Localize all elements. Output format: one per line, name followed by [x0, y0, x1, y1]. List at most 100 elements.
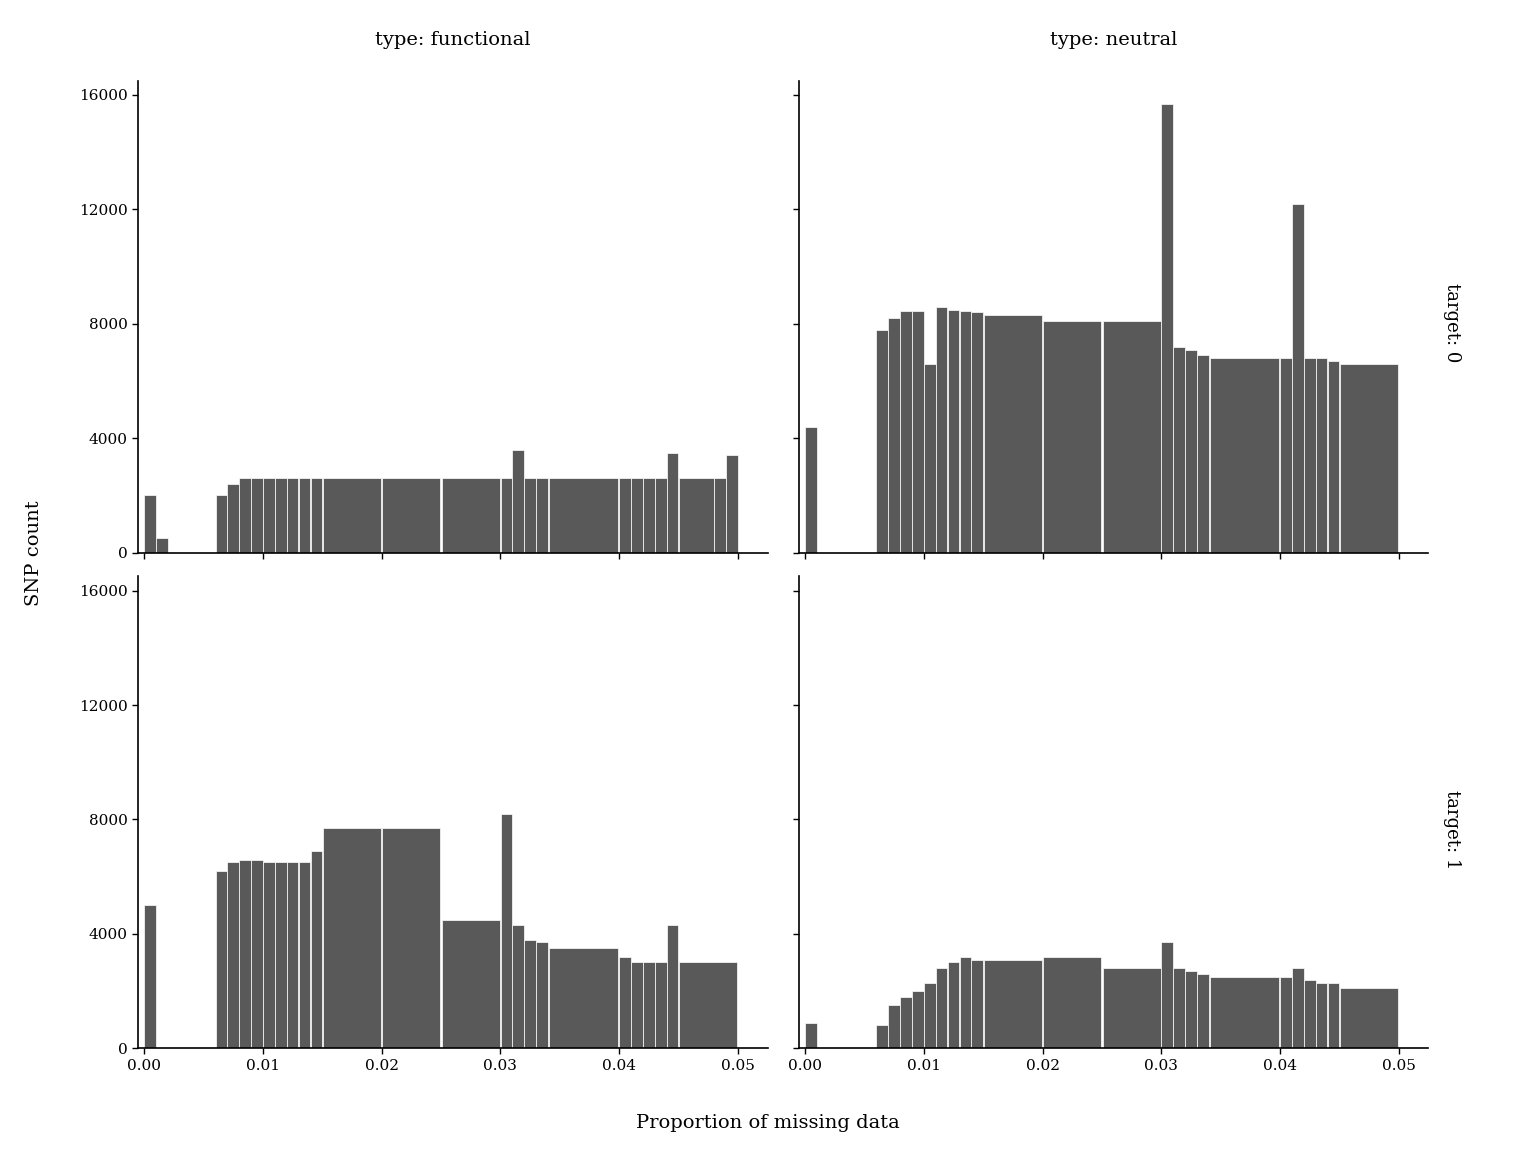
Bar: [298, 863, 310, 1048]
Bar: [548, 478, 619, 553]
Text: type: neutral: type: neutral: [1051, 31, 1177, 50]
Bar: [935, 968, 948, 1048]
Bar: [948, 310, 960, 553]
Bar: [548, 948, 619, 1048]
Bar: [287, 863, 298, 1048]
Text: type: functional: type: functional: [375, 31, 531, 50]
Bar: [513, 449, 524, 553]
Bar: [667, 925, 679, 1048]
Bar: [298, 478, 310, 553]
Bar: [714, 478, 727, 553]
Bar: [157, 538, 167, 553]
Bar: [1043, 321, 1101, 553]
Bar: [524, 478, 536, 553]
Bar: [513, 925, 524, 1048]
Bar: [888, 318, 900, 553]
Bar: [323, 478, 381, 553]
Bar: [1161, 942, 1174, 1048]
Bar: [227, 484, 240, 553]
Bar: [275, 863, 287, 1048]
Text: target: 0: target: 0: [1442, 283, 1461, 362]
Bar: [501, 813, 511, 1048]
Bar: [215, 871, 227, 1048]
Text: Proportion of missing data: Proportion of missing data: [636, 1114, 900, 1132]
Bar: [1292, 968, 1304, 1048]
Bar: [948, 962, 960, 1048]
Bar: [900, 996, 912, 1048]
Bar: [1209, 358, 1279, 553]
Bar: [1327, 361, 1339, 553]
Bar: [1339, 988, 1398, 1048]
Bar: [1279, 358, 1292, 553]
Bar: [263, 863, 275, 1048]
Bar: [619, 478, 631, 553]
Bar: [1197, 973, 1209, 1048]
Text: target: 1: target: 1: [1442, 790, 1461, 869]
Bar: [1161, 104, 1174, 553]
Bar: [654, 962, 667, 1048]
Bar: [654, 478, 667, 553]
Bar: [310, 851, 323, 1048]
Bar: [323, 828, 381, 1048]
Bar: [960, 311, 971, 553]
Bar: [935, 306, 948, 553]
Bar: [679, 478, 714, 553]
Bar: [1304, 358, 1315, 553]
Bar: [501, 478, 511, 553]
Bar: [888, 1006, 900, 1048]
Bar: [1103, 968, 1161, 1048]
Bar: [144, 495, 157, 553]
Bar: [144, 905, 157, 1048]
Bar: [536, 942, 548, 1048]
Bar: [971, 312, 983, 553]
Bar: [1304, 979, 1315, 1048]
Bar: [287, 478, 298, 553]
Bar: [619, 957, 631, 1048]
Bar: [1339, 364, 1398, 553]
Bar: [524, 940, 536, 1048]
Bar: [679, 962, 737, 1048]
Bar: [1043, 957, 1101, 1048]
Bar: [983, 960, 1041, 1048]
Bar: [442, 478, 499, 553]
Bar: [805, 426, 817, 553]
Bar: [912, 991, 923, 1048]
Bar: [536, 478, 548, 553]
Bar: [1316, 358, 1327, 553]
Bar: [667, 453, 679, 553]
Bar: [1186, 349, 1197, 553]
Bar: [252, 478, 263, 553]
Bar: [631, 962, 644, 1048]
Bar: [923, 364, 935, 553]
Bar: [252, 859, 263, 1048]
Text: SNP count: SNP count: [25, 500, 43, 606]
Bar: [227, 863, 240, 1048]
Bar: [923, 983, 935, 1048]
Bar: [442, 919, 499, 1048]
Bar: [1174, 347, 1184, 553]
Bar: [644, 478, 654, 553]
Bar: [275, 478, 287, 553]
Bar: [1292, 204, 1304, 553]
Bar: [877, 329, 888, 553]
Bar: [912, 311, 923, 553]
Bar: [644, 962, 654, 1048]
Bar: [983, 316, 1041, 553]
Bar: [1279, 977, 1292, 1048]
Bar: [1197, 355, 1209, 553]
Bar: [971, 960, 983, 1048]
Bar: [631, 478, 644, 553]
Bar: [805, 1023, 817, 1048]
Bar: [727, 455, 737, 553]
Bar: [382, 478, 441, 553]
Bar: [1316, 983, 1327, 1048]
Bar: [240, 859, 250, 1048]
Bar: [1209, 977, 1279, 1048]
Bar: [263, 478, 275, 553]
Bar: [1327, 983, 1339, 1048]
Bar: [960, 957, 971, 1048]
Bar: [310, 478, 323, 553]
Bar: [215, 495, 227, 553]
Bar: [877, 1025, 888, 1048]
Bar: [1103, 321, 1161, 553]
